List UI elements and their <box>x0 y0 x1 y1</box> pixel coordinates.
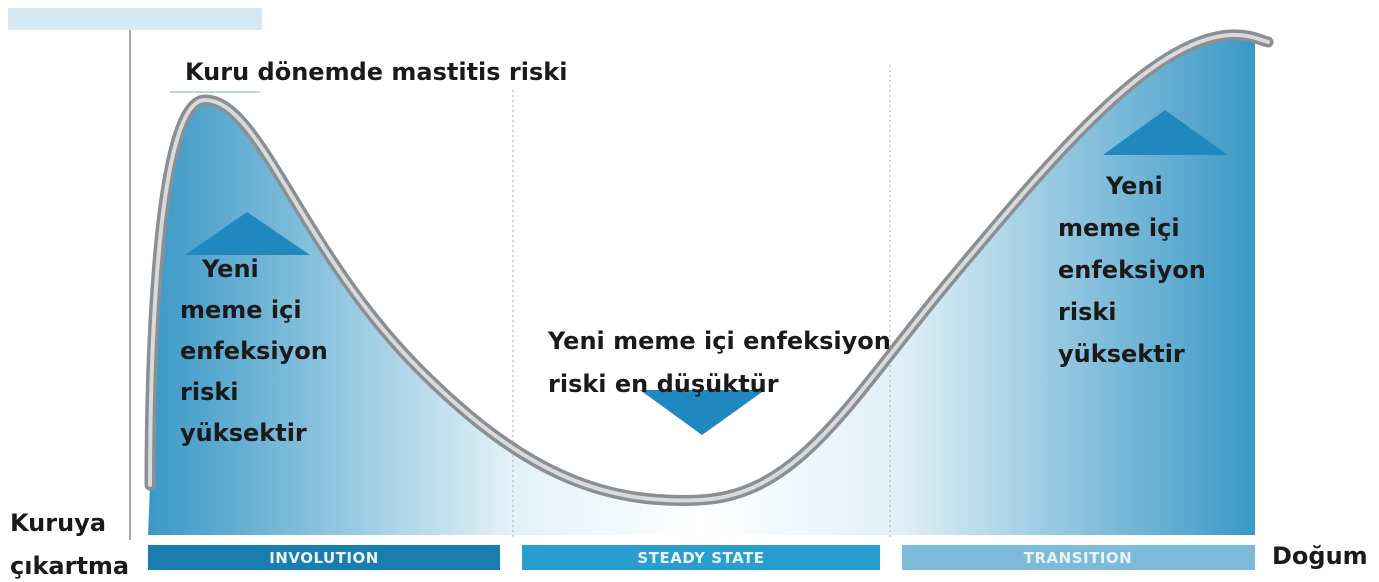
up-arrow <box>1103 110 1228 155</box>
risk-area <box>148 34 1255 536</box>
up-arrow <box>185 212 310 255</box>
note-line: riski <box>180 378 239 406</box>
risk-curve-highlight <box>148 32 1270 503</box>
note-line: yüksektir <box>1058 340 1185 368</box>
note-line: Yeni <box>201 255 259 283</box>
phase-bar <box>902 545 1255 570</box>
phase-label: INVOLUTION <box>269 549 379 567</box>
down-arrow <box>640 390 765 435</box>
phase-label: TRANSITION <box>1024 549 1132 567</box>
title: Kuru dönemde mastitis riski <box>185 58 567 86</box>
note-line: riski en düşüktür <box>548 370 779 398</box>
note-line: riski <box>1058 298 1117 326</box>
phase-bar <box>148 545 500 570</box>
note-line: yüksektir <box>180 419 307 447</box>
start-label: Kuruya <box>10 509 106 537</box>
header-bar <box>8 8 262 30</box>
note-line: meme içi <box>1058 214 1180 242</box>
phase-bar <box>522 545 880 570</box>
start-label: çıkartma <box>10 552 129 580</box>
phase-label: STEADY STATE <box>637 549 764 567</box>
note-line: meme içi <box>180 296 302 324</box>
end-label: Doğum <box>1272 542 1368 570</box>
note-line: enfeksiyon <box>180 337 328 365</box>
note-line: enfeksiyon <box>1058 256 1206 284</box>
note-line: Yeni <box>1105 172 1163 200</box>
note-line: Yeni meme içi enfeksiyon <box>547 327 891 355</box>
